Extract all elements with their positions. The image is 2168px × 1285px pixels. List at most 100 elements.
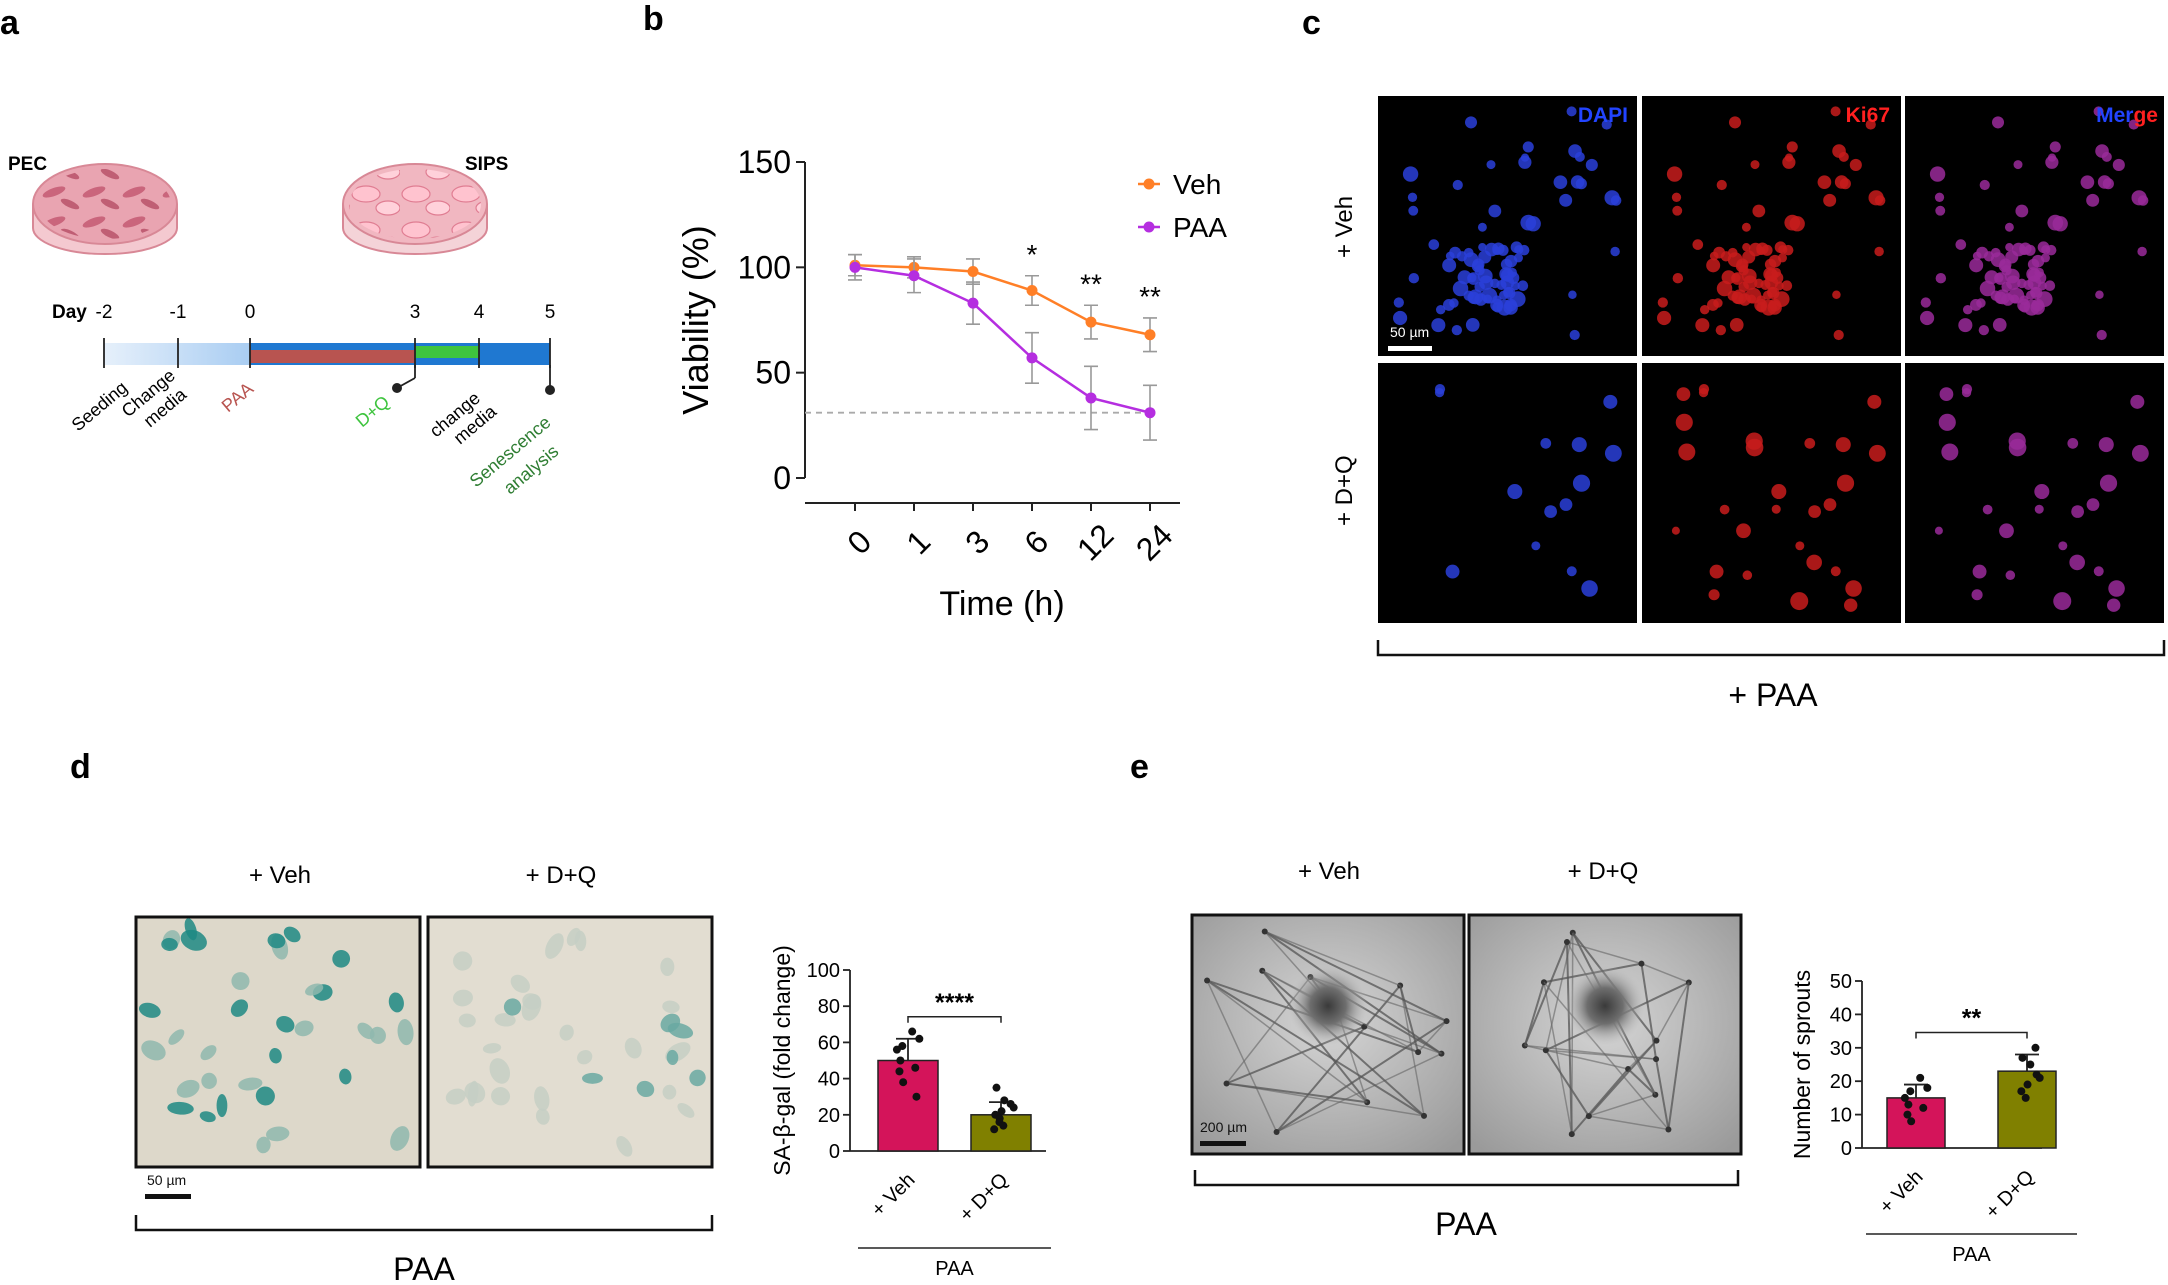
micrograph-tile bbox=[426, 915, 714, 1169]
timeline-tick-label: 5 bbox=[545, 302, 556, 323]
cell-nucleus bbox=[1741, 222, 1751, 232]
significance-bracket bbox=[1915, 1031, 2028, 1039]
tube-node bbox=[1638, 960, 1645, 967]
data-point bbox=[1919, 1103, 1928, 1112]
panel-c-letter: c bbox=[1302, 4, 1321, 42]
cell-nucleus bbox=[1971, 589, 1983, 601]
stained-cell bbox=[176, 1079, 200, 1098]
cell-nucleus bbox=[1736, 258, 1749, 271]
stained-cell bbox=[305, 983, 324, 996]
panel-d-label-veh: + Veh bbox=[249, 862, 311, 889]
y-tick-label: 20 bbox=[818, 1105, 840, 1127]
row-label-veh: + Veh bbox=[1331, 196, 1358, 258]
cell-nucleus bbox=[1486, 160, 1496, 170]
cell-nucleus bbox=[1830, 566, 1841, 577]
stained-cell bbox=[616, 1136, 633, 1157]
data-point bbox=[1906, 1087, 1915, 1096]
cell-nucleus bbox=[1774, 241, 1787, 254]
panel-e-bracket-label: PAA bbox=[1435, 1206, 1497, 1242]
cell-nucleus bbox=[1774, 281, 1784, 291]
cell-nucleus bbox=[1445, 564, 1460, 579]
cell-nucleus bbox=[1504, 254, 1518, 268]
stained-cell bbox=[582, 1072, 603, 1084]
cell-nucleus bbox=[2045, 155, 2059, 169]
cell-nucleus bbox=[1742, 570, 1753, 580]
cell-nucleus bbox=[1843, 598, 1858, 612]
stained-cell bbox=[138, 1002, 161, 1018]
stained-cell bbox=[577, 1049, 593, 1065]
cell-nucleus bbox=[1604, 444, 1622, 462]
tube-node bbox=[1563, 938, 1570, 945]
cell-nucleus bbox=[1445, 251, 1455, 261]
stained-cell bbox=[269, 1047, 282, 1064]
channel-label-ki67: Ki67 bbox=[1846, 104, 1890, 127]
cell-nucleus bbox=[2071, 505, 2084, 518]
cell-nucleus bbox=[2017, 298, 2031, 312]
cell-nucleus bbox=[1451, 324, 1463, 336]
data-point bbox=[2023, 1080, 2032, 1089]
cell-nucleus bbox=[1806, 554, 1822, 571]
significance-label: ** bbox=[1962, 1004, 1982, 1032]
stained-cell bbox=[201, 1072, 217, 1089]
stained-cell bbox=[390, 1126, 410, 1151]
y-axis-label: SA-β-gal (fold change) bbox=[769, 945, 795, 1176]
data-point bbox=[911, 1063, 920, 1072]
timeline-tick-label: -1 bbox=[170, 302, 187, 323]
cell-nucleus bbox=[2049, 141, 2061, 153]
cell-nucleus bbox=[2001, 281, 2012, 293]
cell-nucleus bbox=[1713, 298, 1723, 308]
data-point bbox=[1904, 1100, 1913, 1109]
cell-nucleus bbox=[1449, 298, 1459, 308]
data-point bbox=[1903, 1110, 1912, 1119]
cell-nucleus bbox=[1719, 504, 1730, 515]
stained-cell bbox=[256, 1136, 271, 1154]
tube-segment bbox=[1588, 1115, 1669, 1131]
tube-node bbox=[1568, 1131, 1575, 1138]
cell-nucleus bbox=[1808, 505, 1821, 518]
stained-cell bbox=[161, 937, 178, 951]
cell-nucleus bbox=[2004, 222, 2014, 232]
data-point bbox=[1026, 285, 1038, 297]
timeline-tick-label: -2 bbox=[96, 302, 113, 323]
cell-nucleus bbox=[1784, 214, 1801, 231]
cell-nucleus bbox=[1761, 244, 1773, 256]
cell-nucleus bbox=[1559, 498, 1573, 511]
cell-nucleus bbox=[1676, 387, 1691, 401]
cell-nucleus bbox=[1510, 241, 1523, 254]
cell-nucleus bbox=[1442, 258, 1457, 273]
stained-cell bbox=[482, 1043, 502, 1054]
cell-nucleus bbox=[1581, 580, 1598, 597]
cell-nucleus bbox=[1804, 437, 1816, 449]
cell-nucleus bbox=[1678, 443, 1696, 461]
cell-nucleus bbox=[1465, 318, 1480, 332]
y-tick-label: 40 bbox=[818, 1069, 840, 1091]
stained-cell bbox=[503, 998, 522, 1016]
stained-cell bbox=[666, 1049, 679, 1066]
cell-nucleus bbox=[1709, 564, 1724, 579]
panel-d-bracket-label: PAA bbox=[393, 1251, 455, 1285]
stained-cell bbox=[283, 926, 301, 943]
timeline-tick-label: 0 bbox=[245, 302, 256, 323]
timeline bbox=[104, 343, 550, 365]
bar bbox=[1886, 1097, 1946, 1149]
stained-cell bbox=[199, 1111, 216, 1123]
stained-cell bbox=[230, 999, 249, 1017]
cell-nucleus bbox=[1750, 160, 1760, 170]
cell-nucleus bbox=[1771, 484, 1787, 500]
micrograph-tile bbox=[134, 915, 422, 1169]
cell-nucleus bbox=[1672, 272, 1684, 284]
tube-segment bbox=[1524, 1044, 1629, 1070]
significance-label: * bbox=[1027, 239, 1038, 270]
sa-beta-gal-chart: 0 20 40 60 80 100 SA-β-gal (fold change) + Veh +… bbox=[769, 945, 1051, 1280]
tube-node bbox=[1273, 1128, 1280, 1135]
cell-nucleus bbox=[2005, 570, 2016, 580]
cell-nucleus bbox=[1962, 304, 1973, 315]
cell-nucleus bbox=[1407, 192, 1418, 202]
data-point bbox=[895, 1067, 904, 1076]
tube-segment bbox=[1655, 982, 1690, 1042]
data-point bbox=[1026, 352, 1038, 364]
tube-segment bbox=[1588, 1094, 1656, 1117]
cell-nucleus bbox=[2044, 280, 2056, 291]
pec-dish-icon bbox=[32, 163, 178, 255]
stained-cell bbox=[667, 1022, 694, 1039]
